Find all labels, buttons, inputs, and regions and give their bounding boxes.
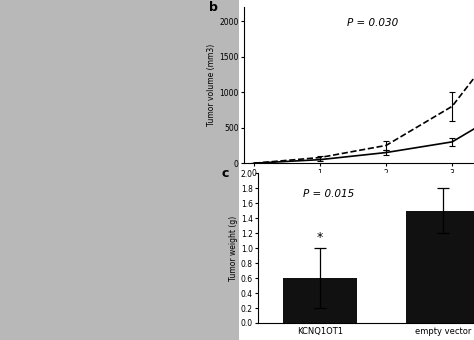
Y-axis label: Tumor volume (mm3): Tumor volume (mm3) [208, 44, 217, 126]
X-axis label: (weeks): (weeks) [374, 181, 408, 189]
Text: c: c [221, 167, 229, 181]
Text: P = 0.030: P = 0.030 [347, 18, 398, 28]
Text: *: * [317, 232, 323, 244]
Bar [283, 278, 357, 323]
Y-axis label: Tumor weight (g): Tumor weight (g) [229, 216, 238, 281]
Text: P = 0.015: P = 0.015 [303, 189, 354, 199]
Text: b: b [209, 1, 218, 14]
Bar [406, 211, 474, 323]
